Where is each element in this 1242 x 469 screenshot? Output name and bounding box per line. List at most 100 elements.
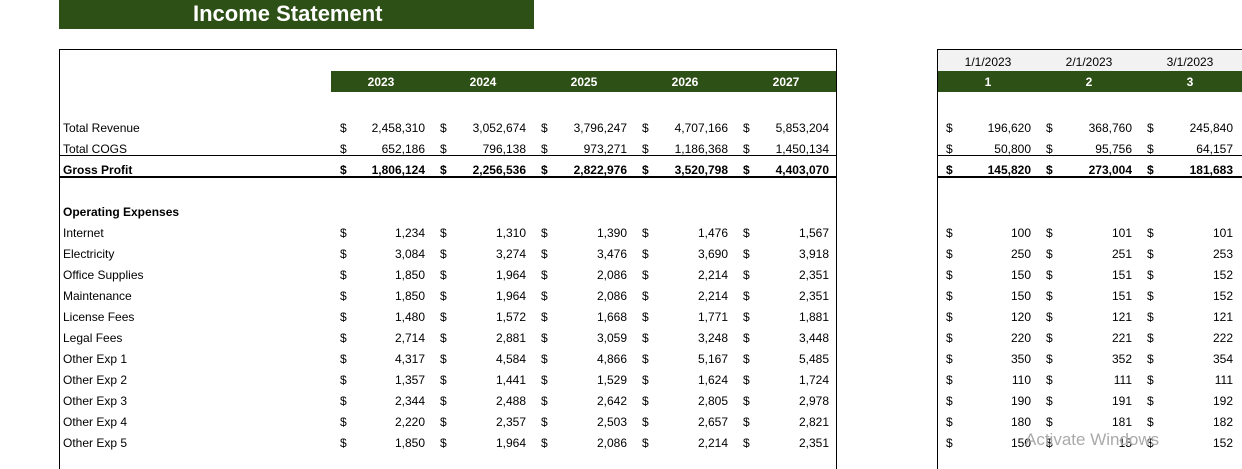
cell-value: 5,853,204	[775, 121, 829, 135]
currency-symbol: $	[1147, 268, 1154, 282]
year-header: 2027	[772, 75, 800, 89]
cell-value: 2,220	[394, 415, 425, 429]
currency-symbol: $	[340, 163, 347, 177]
divider-line	[60, 155, 836, 156]
cell-value: 2,822,976	[573, 163, 627, 177]
currency-symbol: $	[946, 289, 953, 303]
currency-symbol: $	[1147, 121, 1154, 135]
activate-windows-watermark: Activate Windows	[1025, 430, 1160, 449]
cell-value: 2,821	[798, 415, 829, 429]
currency-symbol: $	[743, 142, 750, 156]
currency-symbol: $	[340, 415, 347, 429]
cell-value: 2,714	[394, 331, 425, 345]
cell-value: 192	[1212, 394, 1233, 408]
cell-value: 1,850	[394, 436, 425, 450]
currency-symbol: $	[743, 352, 750, 366]
currency-symbol: $	[743, 247, 750, 261]
row-label: Legal Fees	[63, 331, 123, 345]
row-label: License Fees	[63, 310, 135, 324]
cell-value: 2,351	[798, 436, 829, 450]
cell-value: 101	[1212, 226, 1233, 240]
table-row: Gross Profit $1,806,124 $2,256,536 $2,822,9…	[0, 159, 1242, 180]
currency-symbol: $	[1046, 331, 1053, 345]
month-period: 3	[1186, 75, 1194, 89]
cell-value: 4,584	[495, 352, 526, 366]
currency-symbol: $	[1147, 226, 1154, 240]
cell-value: 15	[1118, 436, 1132, 450]
currency-symbol: $	[946, 163, 953, 177]
row-label: Maintenance	[63, 289, 132, 303]
currency-symbol: $	[541, 163, 548, 177]
cell-value: 3,274	[495, 247, 526, 261]
cell-value: 2,351	[798, 289, 829, 303]
currency-symbol: $	[440, 310, 447, 324]
currency-symbol: $	[440, 394, 447, 408]
cell-value: 1,310	[495, 226, 526, 240]
divider-line	[938, 155, 1242, 156]
cell-value: 250	[1010, 247, 1031, 261]
cell-value: 152	[1212, 268, 1233, 282]
cell-value: 1,724	[798, 373, 829, 387]
currency-symbol: $	[541, 289, 548, 303]
currency-symbol: $	[541, 142, 548, 156]
cell-value: 145,820	[987, 163, 1031, 177]
cell-value: 191	[1111, 394, 1132, 408]
currency-symbol: $	[440, 268, 447, 282]
currency-symbol: $	[1046, 142, 1053, 156]
currency-symbol: $	[743, 226, 750, 240]
currency-symbol: $	[946, 310, 953, 324]
table-row: Other Exp 4 $2,220 $2,357 $2,503 $2,657 $2,82…	[0, 411, 1242, 432]
month-period: 1	[984, 75, 992, 89]
cell-value: 120	[1010, 310, 1031, 324]
cell-value: 1,850	[394, 289, 425, 303]
currency-symbol: $	[946, 352, 953, 366]
cell-value: 368,760	[1088, 121, 1132, 135]
cell-value: 221	[1111, 331, 1132, 345]
currency-symbol: $	[1147, 310, 1154, 324]
currency-symbol: $	[440, 373, 447, 387]
cell-value: 1,567	[798, 226, 829, 240]
cell-value: 121	[1111, 310, 1132, 324]
table-row: Other Exp 1 $4,317 $4,584 $4,866 $5,167 $5,48…	[0, 348, 1242, 369]
currency-symbol: $	[440, 289, 447, 303]
month-date: 1/1/2023	[964, 55, 1012, 69]
currency-symbol: $	[1147, 394, 1154, 408]
table-row: Other Exp 3 $2,344 $2,488 $2,642 $2,805 $2,97…	[0, 390, 1242, 411]
cell-value: 2,458,310	[371, 121, 425, 135]
cell-value: 2,488	[495, 394, 526, 408]
cell-value: 1,964	[495, 289, 526, 303]
table-row: Total COGS $652,186 $796,138 $973,271 $1,186…	[0, 138, 1242, 159]
currency-symbol: $	[946, 268, 953, 282]
currency-symbol: $	[743, 436, 750, 450]
cell-value: 2,805	[697, 394, 728, 408]
currency-symbol: $	[541, 247, 548, 261]
currency-symbol: $	[1046, 373, 1053, 387]
cell-value: 1,357	[394, 373, 425, 387]
currency-symbol: $	[440, 352, 447, 366]
divider-line	[938, 176, 1242, 178]
currency-symbol: $	[1147, 142, 1154, 156]
currency-symbol: $	[642, 436, 649, 450]
cell-value: 181,683	[1189, 163, 1233, 177]
cell-value: 110	[1011, 373, 1031, 387]
currency-symbol: $	[642, 373, 649, 387]
currency-symbol: $	[642, 394, 649, 408]
currency-symbol: $	[743, 268, 750, 282]
table-row: Office Supplies $1,850 $1,964 $2,086 $2,214 $…	[0, 264, 1242, 285]
cell-value: 150	[1010, 268, 1031, 282]
month-date: 2/1/2023	[1065, 55, 1113, 69]
currency-symbol: $	[743, 121, 750, 135]
month-period-row	[938, 71, 1242, 92]
cell-value: 2,351	[798, 268, 829, 282]
cell-value: 150	[1010, 289, 1031, 303]
year-header: 2024	[469, 75, 497, 89]
currency-symbol: $	[440, 121, 447, 135]
currency-symbol: $	[440, 331, 447, 345]
currency-symbol: $	[946, 226, 953, 240]
cell-value: 220	[1010, 331, 1031, 345]
cell-value: 100	[1010, 226, 1031, 240]
cell-value: 2,214	[697, 289, 728, 303]
currency-symbol: $	[340, 310, 347, 324]
cell-value: 5,485	[798, 352, 829, 366]
cell-value: 1,186,368	[674, 142, 728, 156]
